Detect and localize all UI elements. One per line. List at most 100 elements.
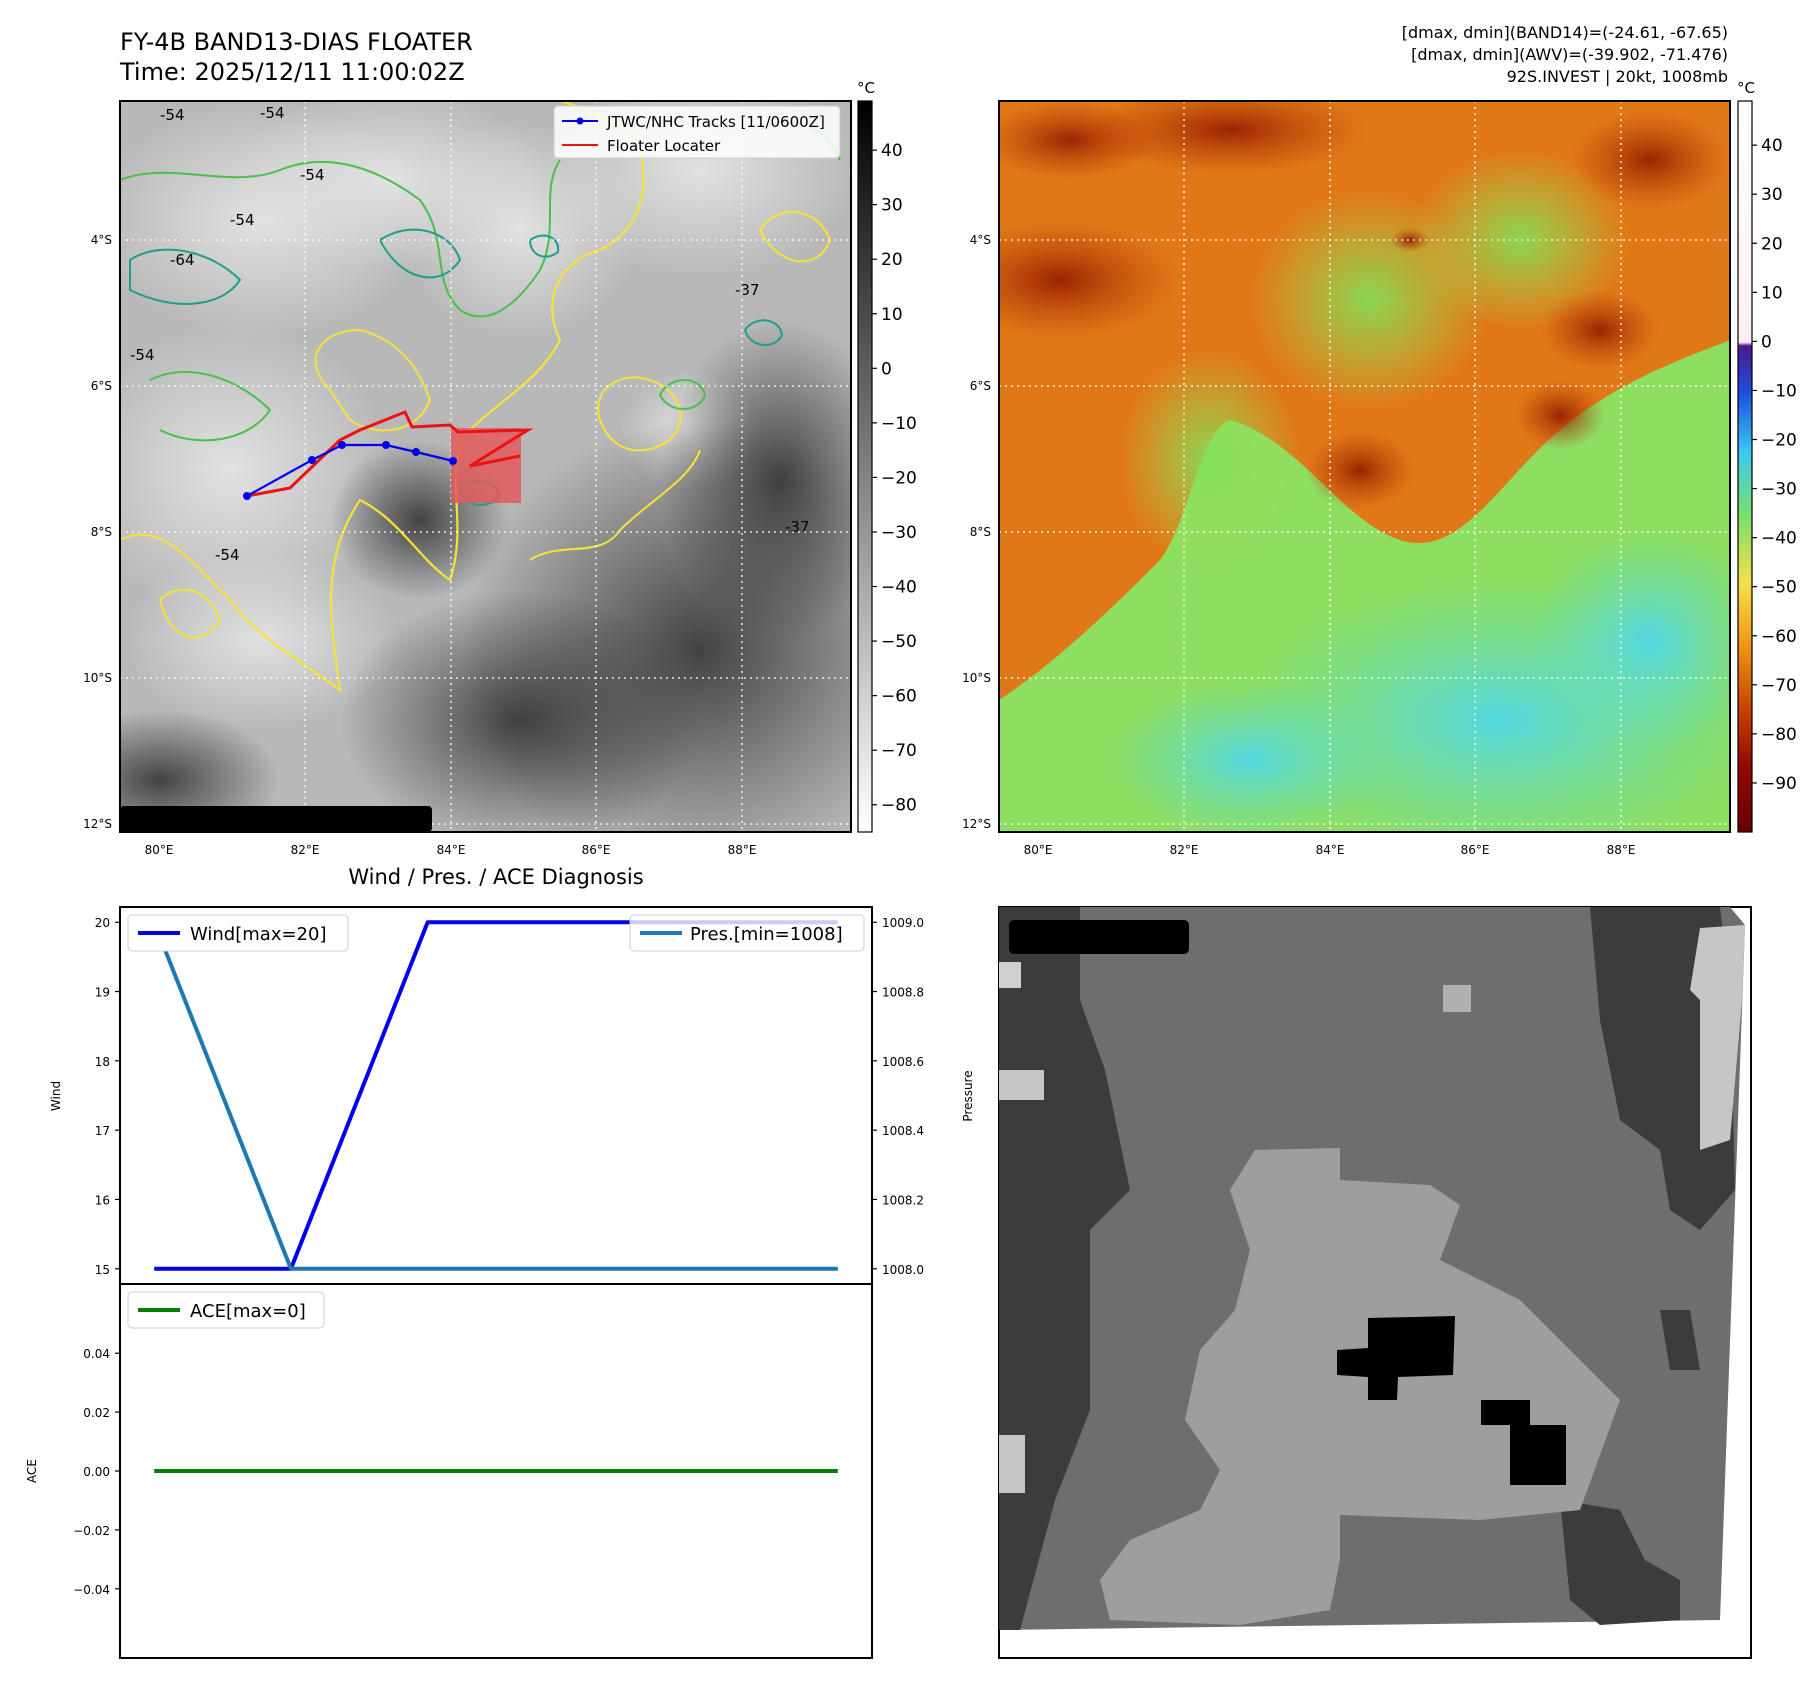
colorbar-tick-label: −70 [881, 741, 917, 761]
figure-title-line2: Time: 2025/12/11 11:00:02Z [119, 58, 465, 86]
pressure-legend-label: Pres.[min=1008] [690, 924, 843, 945]
lon-tick-label: 80°E [1024, 843, 1053, 857]
colorbar-tick-label: −50 [1761, 578, 1797, 598]
lon-tick-label: 82°E [291, 843, 320, 857]
colorbar-tick-label: −20 [881, 468, 917, 488]
colorbar-tick-label: −60 [881, 687, 917, 707]
floater-locater-line [246, 410, 534, 498]
colorbar-tick-label: −30 [1761, 480, 1797, 500]
copyright-text: Copyright © 2020-2025 Dapiya [124, 810, 421, 830]
lat-tick-label: 10°S [962, 671, 991, 685]
wmg-count-label: WMG Count: 0 [1018, 925, 1179, 949]
awv-map-frame [998, 100, 1731, 833]
lat-tick-label: 8°S [970, 525, 991, 539]
colorbar-tick-label: 30 [1761, 185, 1783, 205]
lon-tick-label: 88°E [1607, 843, 1636, 857]
colorbar-tick-label: −80 [1761, 725, 1797, 745]
pressure-series-line [152, 921, 838, 1271]
info-line-awv: [dmax, dmin](AWV)=(-39.902, -71.476) [1411, 45, 1728, 64]
map-legend: JTWC/NHC Tracks [11/0600Z] Floater Locat… [553, 105, 841, 159]
awv-gridlines [999, 101, 1730, 832]
colorbar-tick-label: −60 [1761, 627, 1797, 647]
colorbar-tick-label: 40 [881, 141, 903, 161]
ace-tick-label: 0.00 [83, 1465, 110, 1479]
color-colorbar-unit: °C [1737, 79, 1755, 97]
ace-tick-label: −0.02 [73, 1524, 110, 1538]
awv-map-axis-labels: 4°S 6°S 8°S 10°S 12°S 80°E 82°E 84°E 86°… [962, 233, 1635, 857]
colorbar-tick-label: 20 [881, 250, 903, 270]
colorbar-tick-label: −70 [1761, 676, 1797, 696]
ace-tick-label: 0.02 [83, 1406, 110, 1420]
jtwc-track-line [246, 443, 454, 497]
contour-label: -54 [260, 104, 285, 122]
colorbar-tick-label: −10 [1761, 381, 1797, 401]
wind-legend: Wind[max=20] [127, 914, 349, 952]
lon-tick-label: 88°E [728, 843, 757, 857]
lon-tick-label: 86°E [582, 843, 611, 857]
contour-label: -64 [170, 251, 195, 269]
contour-label: -37 [735, 281, 760, 299]
pressure-tick-label: 1008.0 [882, 1263, 924, 1277]
lat-tick-label: 12°S [83, 817, 112, 831]
ir-map-panel: -64 -54 -54 -54 -54 -54 -54 -37 -37 [120, 101, 851, 832]
wind-tick-label: 17 [95, 1124, 110, 1138]
lon-tick-label: 86°E [1461, 843, 1490, 857]
contour-label: -54 [215, 546, 240, 564]
pressure-legend: Pres.[min=1008] [629, 914, 865, 952]
lat-tick-label: 8°S [91, 525, 112, 539]
lon-tick-label: 84°E [1316, 843, 1345, 857]
contour-label: -37 [785, 518, 810, 536]
pressure-tick-label: 1008.2 [882, 1193, 924, 1207]
wmg-panel: WMG Count: 0 [998, 906, 1752, 1659]
info-line-storm: 92S.INVEST | 20kt, 1008mb [1507, 67, 1728, 86]
wind-tick-label: 20 [95, 916, 110, 930]
colorbar-tick-label: −80 [881, 796, 917, 816]
lon-tick-label: 82°E [1170, 843, 1199, 857]
colorbar-tick-label: 10 [881, 305, 903, 325]
ir-map-frame [119, 100, 852, 833]
colorbar-tick-label: 30 [881, 196, 903, 216]
info-line-band14: [dmax, dmin](BAND14)=(-24.61, -67.65) [1402, 23, 1728, 42]
contour-label: -54 [300, 166, 325, 184]
ace-chart: 0.04 0.02 0.00 −0.02 −0.04 ACE ACE[max=0] [25, 1283, 873, 1659]
pressure-tick-label: 1008.6 [882, 1055, 924, 1069]
ace-tick-label: 0.04 [83, 1347, 110, 1361]
lon-tick-label: 80°E [145, 843, 174, 857]
wind-axis-label: Wind [49, 1081, 63, 1111]
gray-colorbar-unit: °C [857, 79, 875, 97]
lat-tick-label: 6°S [91, 379, 112, 393]
ir-map-axis-labels: 4°S 6°S 8°S 10°S 12°S 80°E 82°E 84°E 86°… [83, 233, 756, 857]
gray-colorbar: °C 40 30 20 10 0 −10 −20 −30 −40 −50 −60 −70 −80 [857, 79, 917, 833]
colorbar-tick-label: 0 [1761, 332, 1772, 352]
lat-tick-label: 4°S [91, 233, 112, 247]
lat-tick-label: 6°S [970, 379, 991, 393]
pressure-tick-label: 1009.0 [882, 916, 924, 930]
ace-axis-label: ACE [25, 1459, 39, 1483]
colorbar-tick-label: −90 [1761, 774, 1797, 794]
legend-floater-label: Floater Locater [607, 137, 721, 155]
contour-label: -54 [160, 106, 185, 124]
lat-tick-label: 10°S [83, 671, 112, 685]
copyright-badge [120, 806, 432, 832]
legend-tracks-label: JTWC/NHC Tracks [11/0600Z] [606, 113, 825, 131]
colorbar-tick-label: 10 [1761, 283, 1783, 303]
colorbar-tick-label: −40 [1761, 529, 1797, 549]
wind-tick-label: 15 [95, 1263, 110, 1277]
diagnosis-title: Wind / Pres. / ACE Diagnosis [348, 865, 643, 889]
colorbar-tick-label: −40 [881, 578, 917, 598]
contour-label: -54 [230, 211, 255, 229]
color-colorbar: °C 40 30 20 10 0 −10 −20 −30 −40 −50 −60 −70 −80 −90 [1737, 79, 1797, 833]
contour-label: -54 [130, 346, 155, 364]
lon-tick-label: 84°E [437, 843, 466, 857]
ace-tick-label: −0.04 [73, 1583, 110, 1597]
colorbar-tick-label: −20 [1761, 431, 1797, 451]
colorbar-tick-label: 40 [1761, 136, 1783, 156]
pressure-tick-label: 1008.8 [882, 986, 924, 1000]
lat-tick-label: 4°S [970, 233, 991, 247]
wind-tick-label: 18 [95, 1055, 110, 1069]
wind-tick-label: 19 [95, 986, 110, 1000]
pressure-tick-label: 1008.4 [882, 1124, 924, 1138]
ace-legend-label: ACE[max=0] [190, 1301, 306, 1322]
colorbar-tick-label: −50 [881, 632, 917, 652]
